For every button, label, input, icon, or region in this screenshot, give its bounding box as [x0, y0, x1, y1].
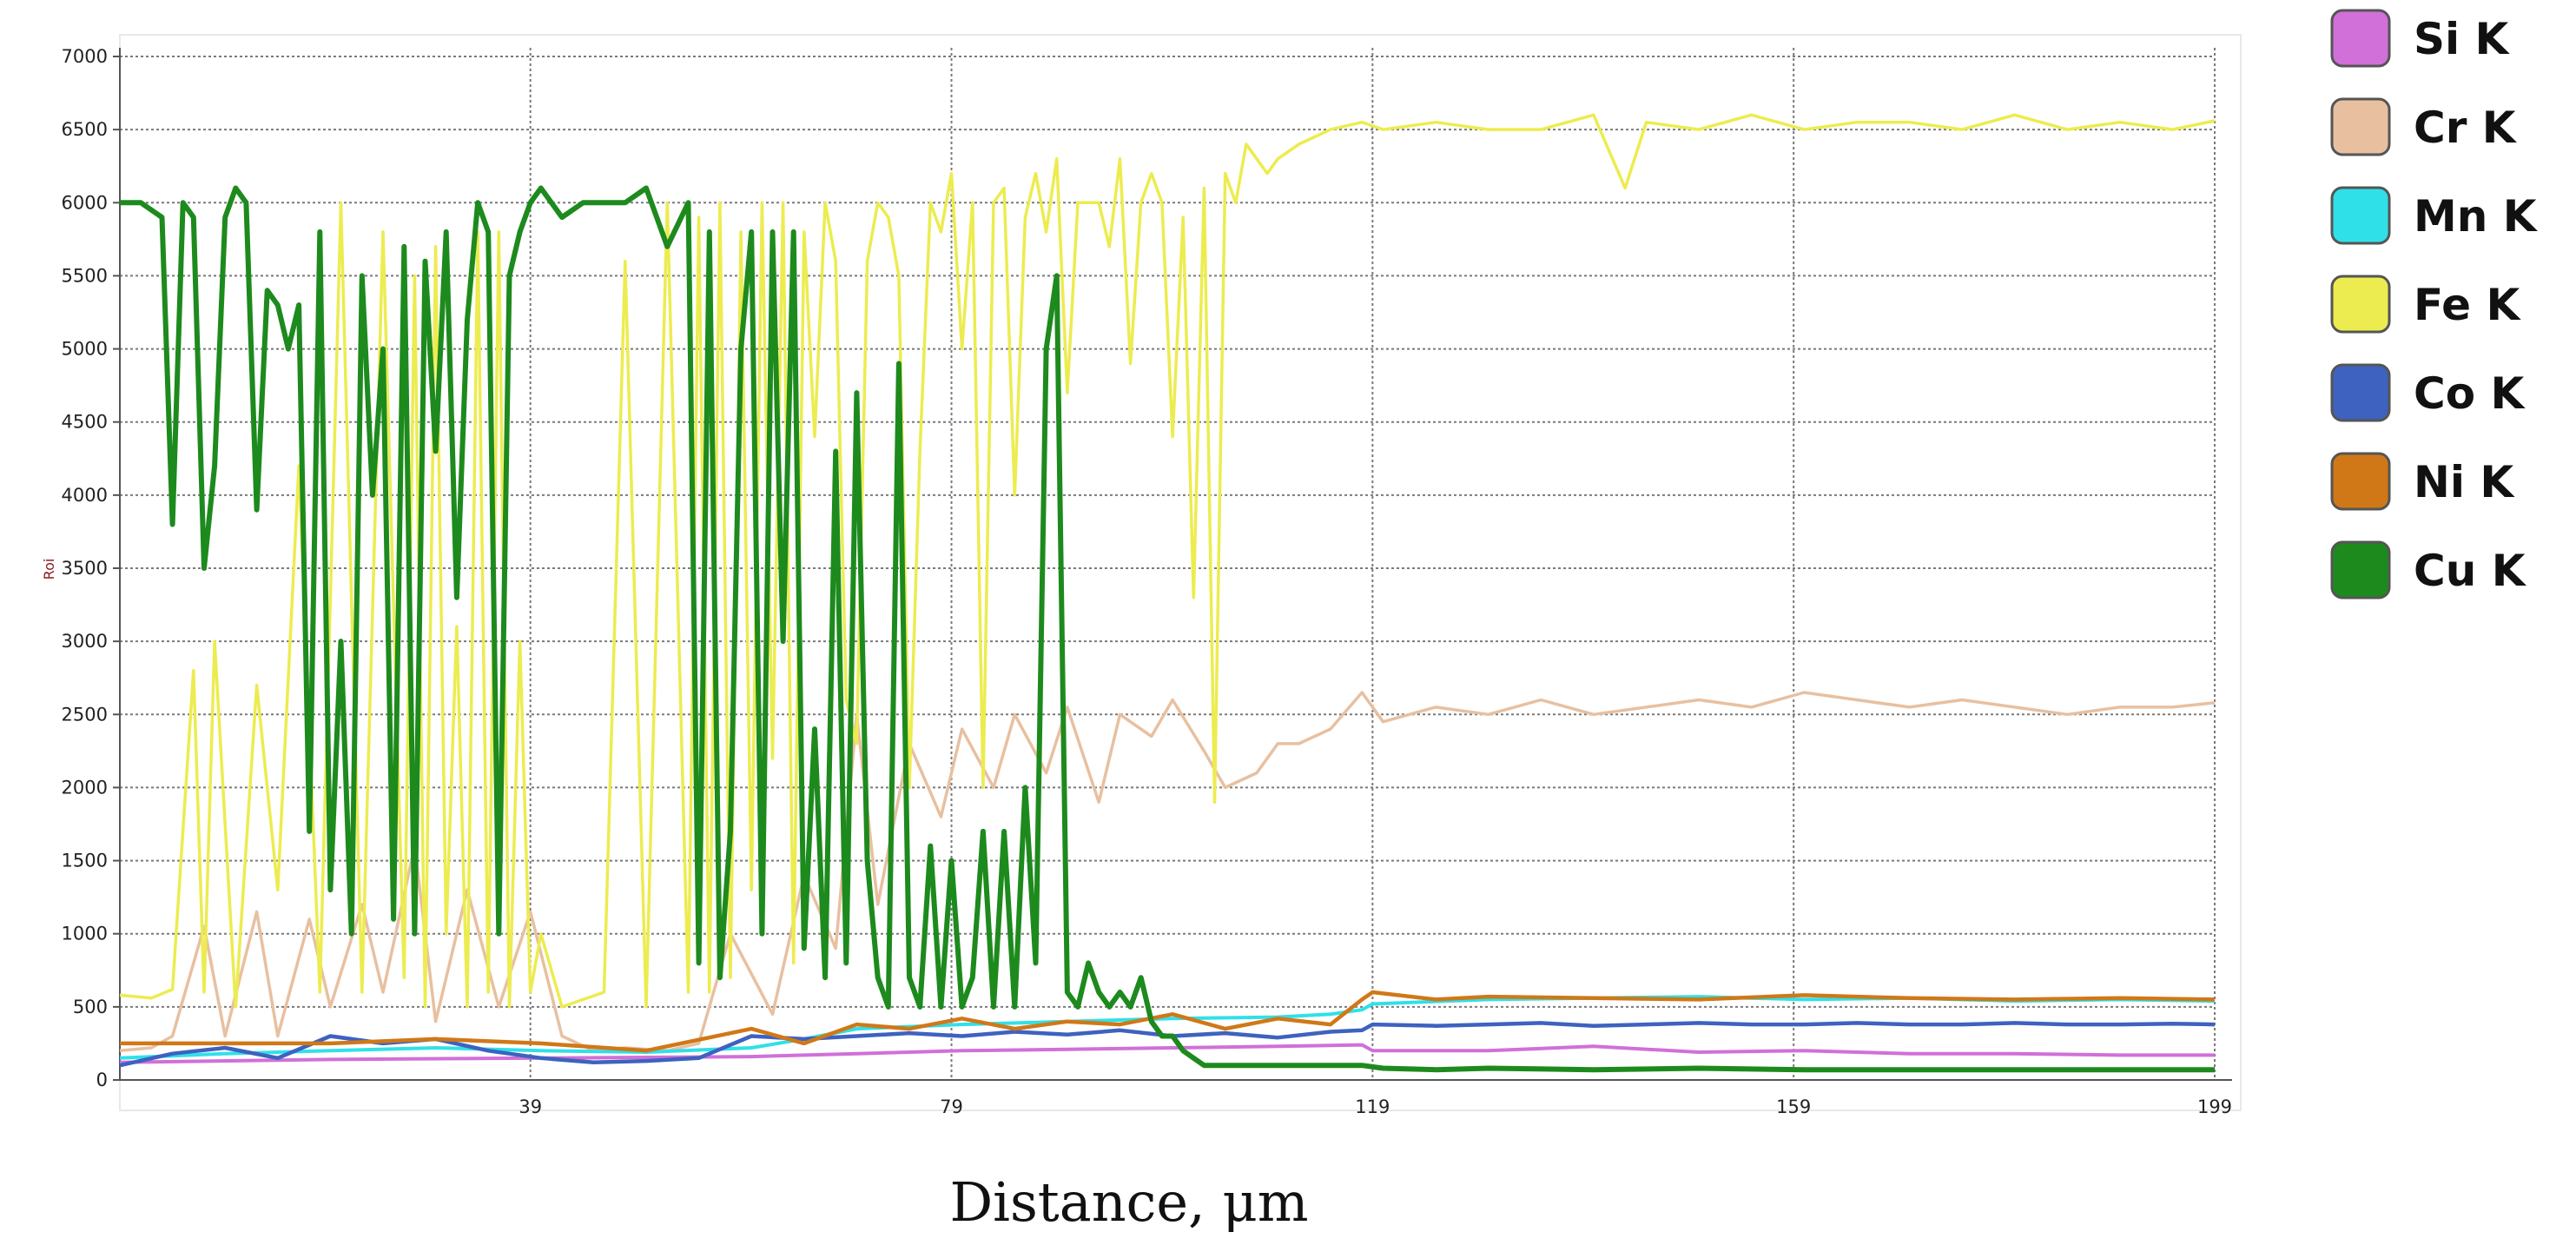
- y-tick-label: 5500: [62, 265, 108, 286]
- legend-label: Cu K: [2414, 546, 2527, 596]
- y-tick-label: 4500: [62, 412, 108, 433]
- x-tick-label: 39: [519, 1096, 542, 1117]
- series-line-co-k: [119, 1021, 2216, 1068]
- legend-swatch: [2330, 275, 2391, 334]
- x-axis-title: Distance, μm: [949, 1170, 1308, 1234]
- y-tick-label: 3500: [62, 558, 108, 579]
- x-tick-label: 119: [1355, 1096, 1390, 1117]
- legend: Si K Cr K Mn K Fe K Co K Ni K Cu K: [2330, 9, 2539, 600]
- legend-item-co-k: Co K: [2330, 363, 2526, 422]
- series-line-si-k: [119, 1043, 2215, 1064]
- y-tick-label: 5000: [62, 339, 108, 360]
- tick-labels: 0 500 1000 1500 2000 2500 3000 3500 4000 4500 5000…: [62, 46, 2233, 1117]
- legend-item-si-k: Si K: [2330, 9, 2511, 68]
- y-axis-title: Roi: [41, 559, 57, 580]
- legend-item-ni-k: Ni K: [2330, 452, 2515, 511]
- y-tick-label: 7000: [62, 46, 108, 67]
- y-tick-label: 6500: [62, 119, 108, 140]
- legend-swatch: [2330, 9, 2391, 68]
- y-tick-label: 0: [96, 1070, 108, 1090]
- series-line-ni-k: [120, 990, 2216, 1053]
- y-tick-label: 1000: [62, 924, 108, 944]
- plot-area: [119, 34, 2242, 1111]
- series-line-cr-k: [119, 691, 2216, 1053]
- y-tick-label: 3000: [62, 631, 108, 652]
- series-line-fe-k: [119, 113, 2216, 1009]
- legend-label: Mn K: [2414, 191, 2539, 242]
- legend-swatch: [2330, 186, 2391, 245]
- series-line-cu-k: [120, 185, 2215, 1073]
- legend-item-cu-k: Cu K: [2330, 540, 2527, 600]
- y-tick-label: 4000: [62, 485, 108, 506]
- axes: [119, 48, 2232, 1081]
- legend-label: Fe K: [2414, 280, 2521, 330]
- y-tick-label: 2500: [62, 704, 108, 725]
- legend-label: Co K: [2414, 368, 2526, 419]
- legend-swatch: [2330, 452, 2391, 511]
- y-tick-label: 500: [73, 997, 108, 1017]
- series-line-mn-k: [119, 995, 2216, 1060]
- legend-label: Si K: [2414, 14, 2511, 64]
- legend-swatch: [2330, 540, 2391, 600]
- y-tick-label: 2000: [62, 777, 108, 798]
- x-tick-label: 159: [1776, 1096, 1811, 1117]
- legend-item-cr-k: Cr K: [2330, 97, 2518, 156]
- legend-item-mn-k: Mn K: [2330, 186, 2539, 245]
- legend-label: Ni K: [2414, 457, 2515, 507]
- y-tick-label: 1500: [62, 851, 108, 871]
- legend-swatch: [2330, 363, 2391, 422]
- series-layer: [119, 113, 2216, 1073]
- x-tick-label: 199: [2197, 1096, 2232, 1117]
- legend-label: Cr K: [2414, 103, 2518, 153]
- y-tick-label: 6000: [62, 192, 108, 213]
- legend-item-fe-k: Fe K: [2330, 275, 2521, 334]
- x-tick-label: 79: [940, 1096, 963, 1117]
- legend-swatch: [2330, 97, 2391, 156]
